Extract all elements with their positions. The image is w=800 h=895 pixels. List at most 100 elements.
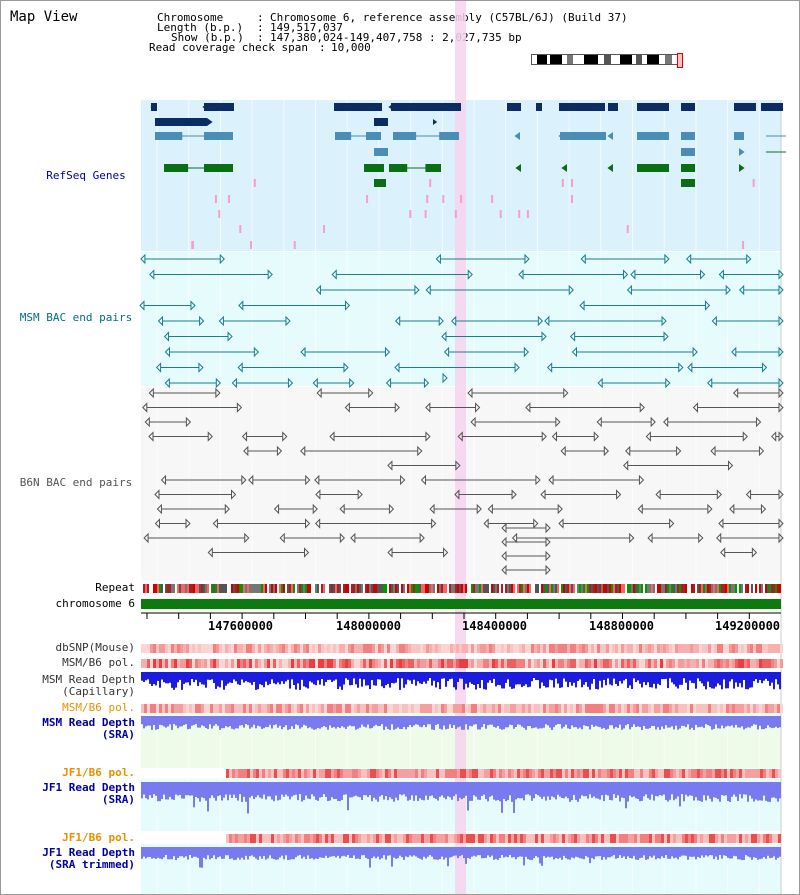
- heat-cell: [735, 704, 738, 713]
- heat-cell: [174, 644, 177, 653]
- track-label-msm-bac[interactable]: MSM BAC end pairs: [19, 311, 133, 324]
- depth-bar: [527, 847, 529, 860]
- depth-bar: [415, 672, 417, 686]
- repeat-segment: [219, 584, 221, 593]
- heat-cell: [604, 834, 607, 843]
- bac-end: [438, 315, 444, 327]
- repeat-segment: [479, 584, 481, 593]
- repeat-segment: [779, 584, 781, 593]
- depth-bar: [469, 716, 471, 726]
- depth-bar: [759, 672, 761, 680]
- track-label-jf1-b6-pol-2[interactable]: JF1/B6 pol.: [62, 831, 135, 844]
- depth-bar: [199, 672, 201, 683]
- repeat-segment: [185, 584, 187, 593]
- depth-bar: [505, 782, 507, 802]
- depth-bar: [747, 672, 749, 690]
- track-label-jf1-depth-trim[interactable]: JF1 Read Depth: [42, 846, 135, 859]
- depth-bar: [731, 716, 733, 726]
- depth-bar: [709, 672, 711, 688]
- repeat-segment: [501, 584, 503, 593]
- depth-bar: [769, 847, 771, 859]
- chromosome-ideogram[interactable]: [531, 53, 683, 68]
- heat-cell: [658, 834, 661, 843]
- track-label-repeat[interactable]: Repeat: [95, 581, 135, 594]
- depth-bar: [209, 672, 211, 680]
- depth-bar: [677, 847, 679, 860]
- heat-cell: [508, 834, 511, 843]
- heat-cell: [630, 644, 633, 653]
- gene-block: [334, 103, 382, 111]
- depth-bar: [441, 672, 443, 679]
- heat-cell: [688, 769, 691, 778]
- heat-cell: [150, 644, 153, 653]
- length-key: Length (b.p.): [157, 21, 244, 34]
- depth-bar: [675, 672, 677, 687]
- track-label-dbsnp[interactable]: dbSNP(Mouse): [55, 641, 135, 654]
- heat-cell: [670, 769, 673, 778]
- track-label-jf1-b6-pol[interactable]: JF1/B6 pol.: [62, 766, 135, 779]
- repeat-segment: [251, 584, 253, 593]
- depth-bar: [473, 847, 475, 856]
- repeat-segment: [503, 584, 505, 593]
- depth-bar: [727, 782, 729, 802]
- depth-bar: [215, 782, 217, 801]
- heat-cell: [337, 769, 340, 778]
- track-label-msm-depth-cap[interactable]: MSM Read Depth: [42, 673, 135, 686]
- heat-cell: [201, 644, 204, 653]
- depth-bar: [265, 672, 267, 682]
- heat-cell: [216, 704, 219, 713]
- depth-bar: [591, 672, 593, 684]
- heat-cell: [222, 704, 225, 713]
- depth-bar: [167, 782, 169, 800]
- depth-bar: [403, 782, 405, 795]
- depth-bar: [377, 716, 379, 727]
- heat-cell: [666, 659, 669, 668]
- track-label-chromosome[interactable]: chromosome 6: [55, 597, 135, 610]
- depth-bar: [249, 672, 251, 683]
- bac-end: [771, 431, 777, 442]
- track-label-msm-depth-sra[interactable]: MSM Read Depth: [42, 716, 135, 729]
- bac-end: [720, 547, 726, 558]
- heat-cell: [291, 704, 294, 713]
- depth-bar: [467, 716, 469, 730]
- heat-cell: [270, 644, 273, 653]
- heat-cell: [606, 644, 609, 653]
- track-label-msm-b6-pol[interactable]: MSM/B6 pol.: [62, 656, 135, 669]
- heat-cell: [522, 644, 525, 653]
- heat-cell: [669, 704, 672, 713]
- bac-end: [558, 518, 564, 529]
- depth-bar: [287, 672, 289, 680]
- heat-cell: [361, 769, 364, 778]
- heat-cell: [585, 704, 588, 713]
- depth-bar: [541, 782, 543, 799]
- heat-cell: [337, 834, 340, 843]
- depth-bar: [719, 716, 721, 729]
- depth-bar: [235, 782, 237, 798]
- depth-bar: [733, 847, 735, 856]
- heat-cell: [510, 644, 513, 653]
- heat-cell: [535, 769, 538, 778]
- depth-bar: [477, 716, 479, 730]
- heat-cell: [288, 659, 291, 668]
- depth-bar: [387, 847, 389, 856]
- track-label-msm-b6-pol-2[interactable]: MSM/B6 pol.: [62, 701, 135, 714]
- track-label-jf1-depth-sra[interactable]: JF1 Read Depth: [42, 781, 135, 794]
- depth-bar: [239, 716, 241, 726]
- depth-bar: [679, 847, 681, 857]
- heat-cell: [436, 769, 439, 778]
- bac-end: [339, 503, 345, 515]
- length-value: 149,517,037: [270, 21, 343, 34]
- heat-cell: [360, 659, 363, 668]
- depth-bar: [765, 847, 767, 859]
- heat-cell: [444, 644, 447, 653]
- repeat-segment: [447, 584, 449, 593]
- track-label-refseq[interactable]: RefSeq Genes: [46, 169, 126, 182]
- depth-bar: [411, 847, 413, 857]
- track-label-b6n-bac[interactable]: B6N BAC end pairs: [19, 476, 133, 489]
- depth-bar: [525, 716, 527, 730]
- repeat-segment: [607, 584, 609, 593]
- depth-bar: [639, 847, 641, 859]
- bac-end: [431, 518, 437, 529]
- depth-bar: [523, 847, 525, 866]
- depth-bar: [383, 782, 385, 800]
